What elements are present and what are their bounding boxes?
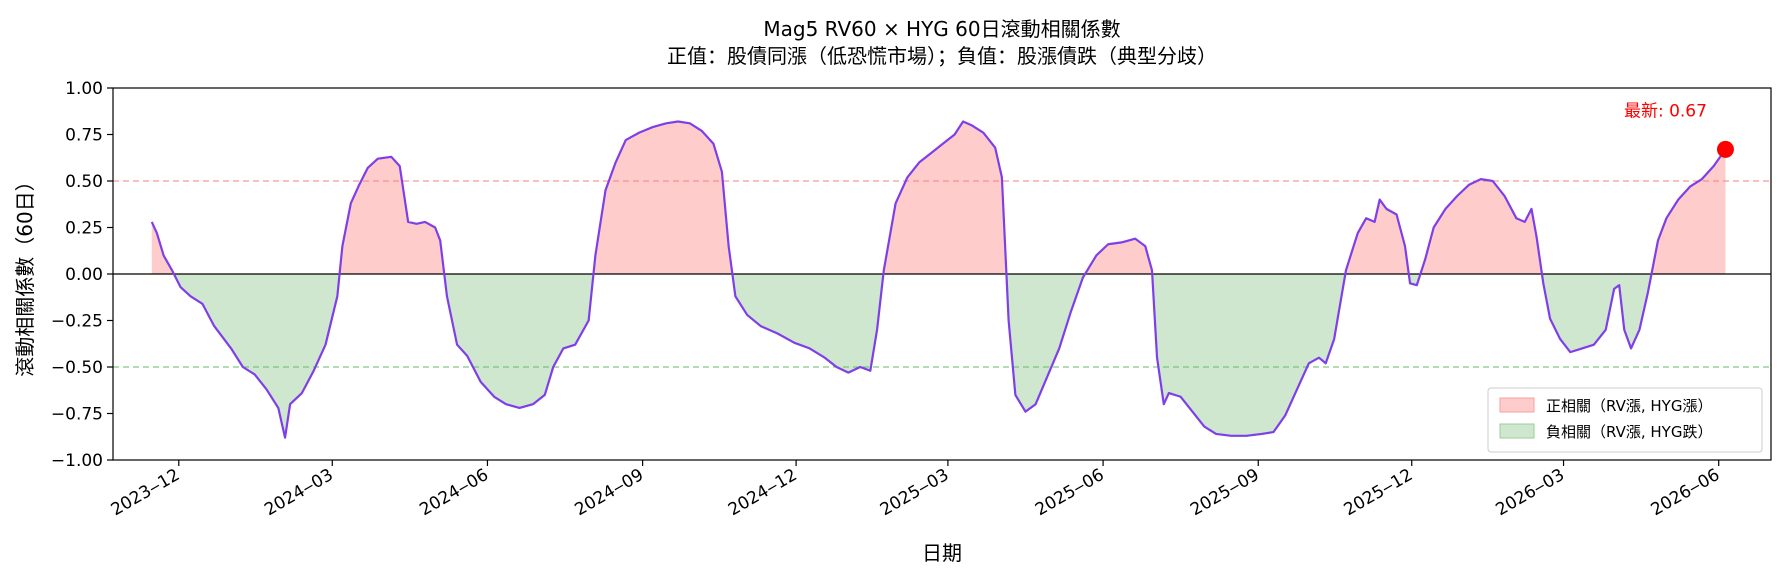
y-axis: −1.00 −0.75 −0.50 −0.25 0.00 0.25 0.50 0.75 1.00 [51,79,113,471]
latest-point-marker [1716,140,1734,158]
reference-lines [113,180,1771,368]
series-layer [150,120,1734,439]
negative-area-segment [1006,274,1086,412]
latest-value-annotation: 最新: 0.67 [1624,101,1707,121]
area-fills [151,121,1726,438]
y-tick-label: −1.00 [51,451,103,471]
negative-area-segment [732,274,884,373]
chart-title-line1: Mag5 RV60 × HYG 60日滾動相關係數 [763,17,1120,41]
x-tick-label: 2024‒12 [725,465,801,520]
y-tick-label: −0.25 [51,312,103,332]
y-tick-label: 0.25 [65,219,103,239]
positive-area-segment [593,121,733,274]
x-tick-label: 2024‒03 [261,465,337,520]
chart-title-line2: 正值：股債同漲（低恐慌市場）；負值：股漲債跌（典型分歧） [667,44,1217,68]
x-tick-label: 2025‒09 [1187,465,1263,520]
x-axis-label: 日期 [922,541,962,565]
legend-swatch [1499,397,1535,413]
legend-swatch [1499,423,1535,439]
x-tick-label: 2025‒06 [1032,465,1108,520]
legend: 正相關（RV漲, HYG漲） 負相關（RV漲, HYG跌） [1487,387,1763,453]
x-tick-label: 2025‒03 [877,465,953,520]
positive-area-segment [1651,149,1726,274]
legend-label: 負相關（RV漲, HYG跌） [1546,423,1712,441]
x-tick-label: 2023‒12 [108,465,184,520]
x-tick-label: 2024‒09 [572,465,648,520]
negative-area-segment [173,274,340,438]
y-tick-label: −0.75 [51,405,103,425]
positive-area-segment [1085,238,1153,274]
y-tick-label: 0.50 [65,172,103,192]
legend-box [1487,387,1763,453]
negative-area-segment [1152,274,1346,436]
correlation-series-line [150,120,1727,439]
positive-area-segment [883,121,1007,274]
x-tick-label: 2024‒06 [416,465,492,520]
legend-label: 正相關（RV漲, HYG漲） [1546,397,1712,415]
x-tick-label: 2026‒03 [1492,465,1568,520]
x-axis: 2023‒12 2024‒03 2024‒06 2024‒09 2024‒12 2025‒… [108,460,1724,520]
negative-area-segment [1541,274,1652,353]
x-tick-label: 2026‒06 [1648,465,1724,520]
x-tick-label: 2025‒12 [1341,465,1417,520]
y-tick-label: −0.50 [51,358,103,378]
positive-area-segment [1345,199,1409,274]
positive-area-segment [1420,179,1542,274]
y-tick-label: 0.75 [65,126,103,146]
y-tick-label: 0.00 [65,265,103,285]
y-axis-label: 滾動相關係數（60日） [13,171,37,376]
negative-area-segment [444,274,594,408]
y-tick-label: 1.00 [65,79,103,99]
positive-area-segment [339,156,445,274]
